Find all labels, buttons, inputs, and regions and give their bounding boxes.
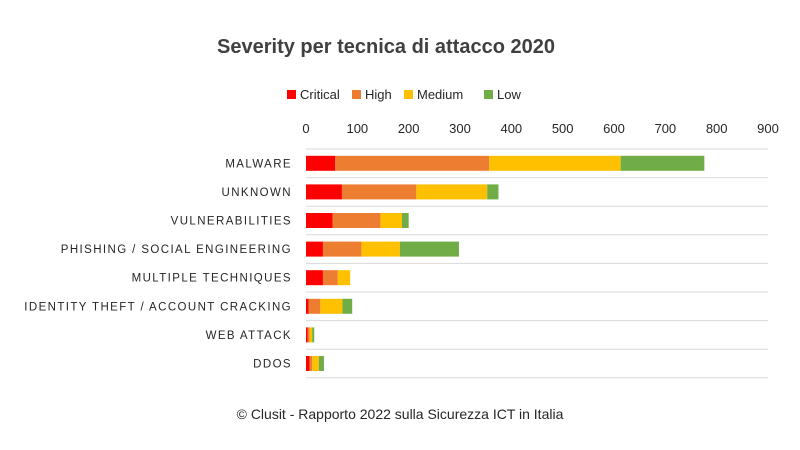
bar-segment-low <box>399 241 459 257</box>
bar-segment-low <box>312 327 315 343</box>
bar-segment-critical <box>306 356 310 371</box>
bar-segment-critical <box>306 155 336 171</box>
x-tick-label: 0 <box>302 121 309 136</box>
chart: Severity per tecnica di attacco 2020 Cri… <box>24 36 779 379</box>
source-footer: © Clusit - Rapporto 2022 sulla Sicurezza… <box>236 406 564 422</box>
bar-segment-high <box>309 356 313 371</box>
bar-segment-critical <box>306 241 323 257</box>
bar-segment-high <box>307 327 310 343</box>
bar-segment-medium <box>309 327 313 343</box>
bar-segment-medium <box>312 356 319 371</box>
bar-segment-high <box>335 155 490 171</box>
category-label: DDOS <box>253 359 292 371</box>
bar-segment-low <box>342 298 353 314</box>
legend-label-low: Low <box>497 87 521 102</box>
legend-label-medium: Medium <box>417 87 463 102</box>
category-labels: MALWARE UNKNOWN VULNERABILITIES PHISHING / … <box>24 158 293 371</box>
x-tick-label: 700 <box>654 121 676 136</box>
x-tick-label: 500 <box>552 121 574 136</box>
x-tick-label: 400 <box>500 121 522 136</box>
x-axis-ticks: 0 100 200 300 400 500 600 700 800 900 <box>302 121 778 136</box>
bar-segment-medium <box>380 213 402 228</box>
category-label: WEB ATTACK <box>206 330 292 342</box>
chart-title: Severity per tecnica di attacco 2020 <box>217 36 555 58</box>
bars <box>306 155 705 371</box>
bar-segment-medium <box>489 155 621 171</box>
x-tick-label: 100 <box>346 121 368 136</box>
legend-swatch-high <box>352 90 361 99</box>
category-label: MULTIPLE TECHNIQUES <box>132 273 292 285</box>
bar-segment-low <box>620 155 705 171</box>
legend-swatch-medium <box>404 90 413 99</box>
bar-segment-medium <box>337 270 351 286</box>
bar-segment-critical <box>306 184 342 200</box>
bar-segment-critical <box>306 298 309 314</box>
bar-segment-low <box>487 184 499 200</box>
gridlines <box>306 148 768 379</box>
category-label: UNKNOWN <box>222 187 293 199</box>
bar-segment-low <box>318 356 324 371</box>
legend-label-critical: Critical <box>300 87 340 102</box>
category-label: IDENTITY THEFT / ACCOUNT CRACKING <box>24 301 292 313</box>
bar-segment-high <box>308 298 321 314</box>
x-tick-label: 900 <box>757 121 779 136</box>
x-tick-label: 300 <box>449 121 471 136</box>
bar-segment-medium <box>361 241 400 257</box>
bar-segment-high <box>341 184 417 200</box>
category-label: VULNERABILITIES <box>171 216 292 228</box>
x-tick-label: 600 <box>603 121 625 136</box>
bar-segment-low <box>401 213 409 228</box>
legend-swatch-low <box>484 90 493 99</box>
bar-segment-high <box>322 270 338 286</box>
x-tick-label: 800 <box>706 121 728 136</box>
bar-segment-critical <box>306 270 323 286</box>
bar-segment-medium <box>320 298 343 314</box>
bar-segment-critical <box>306 213 333 228</box>
category-label: PHISHING / SOCIAL ENGINEERING <box>61 244 292 256</box>
x-tick-label: 200 <box>398 121 420 136</box>
legend: Critical High Medium Low <box>287 87 521 102</box>
bar-segment-critical <box>306 327 308 343</box>
category-label: MALWARE <box>225 158 292 170</box>
bar-segment-medium <box>416 184 488 200</box>
bar-segment-high <box>332 213 381 228</box>
legend-label-high: High <box>365 87 392 102</box>
legend-swatch-critical <box>287 90 296 99</box>
bar-segment-high <box>322 241 362 257</box>
